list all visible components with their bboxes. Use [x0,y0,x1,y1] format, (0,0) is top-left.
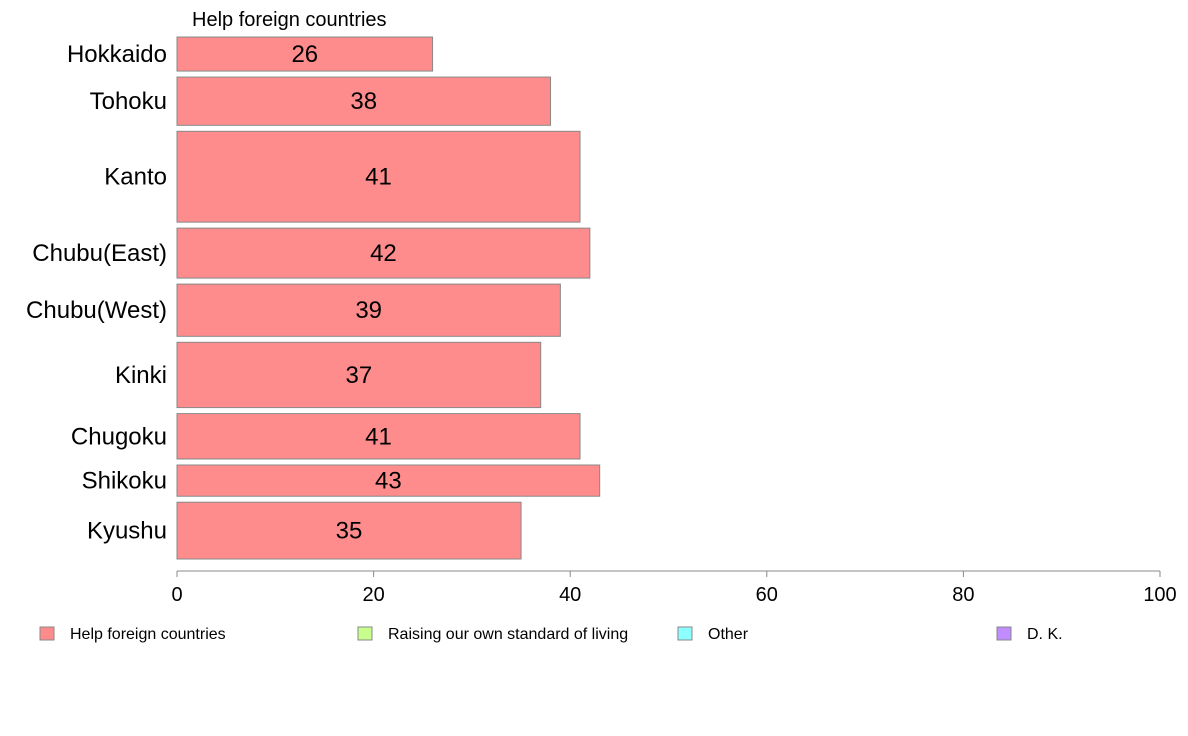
legend-label-raising-our-own-standard-of-living: Raising our own standard of living [388,626,628,643]
bar-hokkaido [176,36,434,72]
category-label-chubu-west: Chubu(West) [26,297,167,324]
category-label-chugoku: Chugoku [71,423,167,450]
bar-kanto [176,130,581,223]
bar-kyushu [176,501,522,560]
category-label-hokkaido: Hokkaido [67,41,167,68]
bar-value-label-kyushu: 35 [336,518,363,545]
bar-value-label-hokkaido: 26 [291,41,318,68]
category-label-shikoku: Shikoku [82,468,167,495]
category-label-kinki: Kinki [115,362,167,389]
legend-swatch-help-foreign-countries [39,626,55,641]
category-label-kyushu: Kyushu [87,518,167,545]
bar-kinki [176,341,542,409]
legend: Help foreign countries Raising our own st… [39,626,1063,643]
bar-value-label-kinki: 37 [346,362,373,389]
bar-shikoku [176,464,601,497]
bar-value-label-shikoku: 43 [375,468,402,495]
x-tick-label-20: 20 [362,584,384,606]
legend-label-help-foreign-countries: Help foreign countries [70,626,226,643]
x-tick-label-0: 0 [171,584,182,606]
bar-chubu-west [176,283,561,337]
bars-group: Hokkaido 26 Tohoku 38 Kanto 41 Chubu(East) 42 Ch… [26,36,601,560]
bar-value-label-chubu-east: 42 [370,240,397,267]
panel-title: Help foreign countries [192,9,387,31]
legend-swatch-d-k [996,626,1012,641]
legend-swatch-other [677,626,693,641]
x-tick-label-80: 80 [952,584,974,606]
x-tick-label-100: 100 [1143,584,1176,606]
bar-chubu-east [176,227,591,279]
category-label-chubu-east: Chubu(East) [32,240,167,267]
legend-label-d-k: D. K. [1027,626,1063,643]
bar-value-label-tohoku: 38 [350,88,377,115]
x-tick-label-40: 40 [559,584,581,606]
legend-label-other: Other [708,626,749,643]
legend-swatch-raising-our-own-standard-of-living [357,626,373,641]
bar-chugoku [176,413,581,460]
bar-value-label-chugoku: 41 [365,423,392,450]
x-axis: 0 20 40 60 80 100 [171,570,1177,606]
bar-tohoku [176,76,552,126]
category-label-kanto: Kanto [104,164,167,191]
bar-value-label-chubu-west: 39 [355,297,382,324]
x-tick-label-60: 60 [756,584,778,606]
category-label-tohoku: Tohoku [90,88,167,115]
bar-value-label-kanto: 41 [365,164,392,191]
